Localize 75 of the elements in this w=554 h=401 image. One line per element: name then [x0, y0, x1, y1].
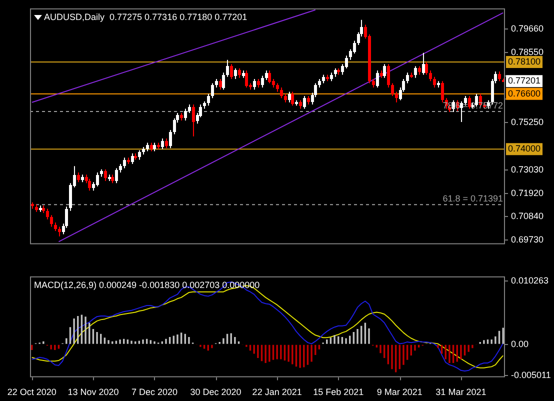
y-tick-label: 0.70840 [511, 210, 544, 221]
candlestick [460, 100, 463, 122]
candlestick [441, 80, 444, 103]
candlestick [211, 82, 214, 99]
candlestick [88, 178, 91, 192]
ref-line-label: 0.76600 [508, 88, 541, 98]
candlestick [468, 96, 471, 110]
y-tick-label: 0.010263 [511, 275, 549, 286]
candlestick [184, 108, 187, 121]
x-tick-label: 13 Nov 2020 [68, 387, 119, 398]
candlestick [345, 55, 348, 69]
ref-line-label: 0.78100 [508, 56, 541, 66]
candlestick [238, 68, 241, 78]
candlestick [422, 52, 425, 76]
y-tick-label: 0.79660 [511, 23, 544, 34]
x-tick-label: 22 Oct 2020 [7, 387, 56, 398]
x-tick-label: 15 Feb 2021 [313, 387, 364, 398]
y-tick-label: -0.005011 [511, 370, 551, 380]
candlestick [104, 168, 107, 182]
candlestick [58, 226, 61, 237]
candlestick [123, 157, 126, 169]
y-tick-label: 0.78550 [511, 46, 544, 57]
x-tick-label: 30 Dec 2020 [190, 387, 242, 398]
candlestick [376, 70, 379, 88]
candlestick [234, 68, 237, 80]
candlestick [219, 78, 222, 90]
x-tick-label: 7 Dec 2020 [131, 387, 178, 398]
y-tick-label: 0.69730 [511, 234, 544, 244]
candlestick [391, 82, 394, 96]
candlestick [353, 40, 356, 54]
candlestick [303, 96, 306, 110]
candlestick [288, 91, 291, 103]
candlestick [498, 71, 501, 82]
y-tick-label: 0.71920 [511, 188, 544, 198]
candlestick [265, 70, 268, 81]
candlestick [50, 214, 53, 228]
candlestick [261, 75, 264, 88]
text: 0.77201 [508, 76, 541, 86]
candlestick [395, 91, 398, 103]
candlestick [207, 93, 210, 106]
chart-title: AUDUSD,Daily 0.77275 0.77316 0.77180 0.77201 [44, 12, 248, 22]
candlestick [96, 172, 99, 187]
x-tick-label: 9 Mar 2021 [376, 387, 422, 398]
candlestick [226, 59, 229, 78]
candlestick [433, 76, 436, 88]
candlestick [414, 66, 417, 78]
candlestick [165, 138, 168, 149]
candlestick [161, 138, 164, 150]
candlestick [169, 130, 172, 149]
candlestick [387, 64, 390, 88]
candlestick [406, 72, 409, 84]
candlestick [291, 91, 294, 106]
candlestick [429, 70, 432, 82]
candlestick [46, 208, 49, 220]
y-tick-label: 0.73030 [511, 164, 544, 174]
candlestick [280, 86, 283, 99]
candlestick [383, 64, 386, 78]
candlestick [192, 104, 195, 137]
candlestick [464, 96, 467, 106]
candlestick [230, 64, 233, 80]
candlestick [268, 70, 271, 84]
candlestick [253, 78, 256, 90]
x-tick-label: 31 Mar 2021 [436, 387, 486, 398]
y-tick-label: 0.75250 [511, 117, 544, 128]
candlestick [115, 168, 118, 184]
ref-line-label: 0.74000 [508, 144, 541, 154]
candlestick [245, 70, 248, 88]
candlestick [425, 61, 428, 76]
x-tick-label: 22 Jan 2021 [252, 387, 302, 398]
candlestick [138, 150, 141, 160]
candlestick [77, 172, 80, 183]
ref-line-label: 61.8 = 0.71391 [442, 194, 503, 204]
candlestick [131, 152, 134, 165]
candlestick [222, 72, 225, 90]
y-tick-label: 0.00 [511, 338, 529, 349]
